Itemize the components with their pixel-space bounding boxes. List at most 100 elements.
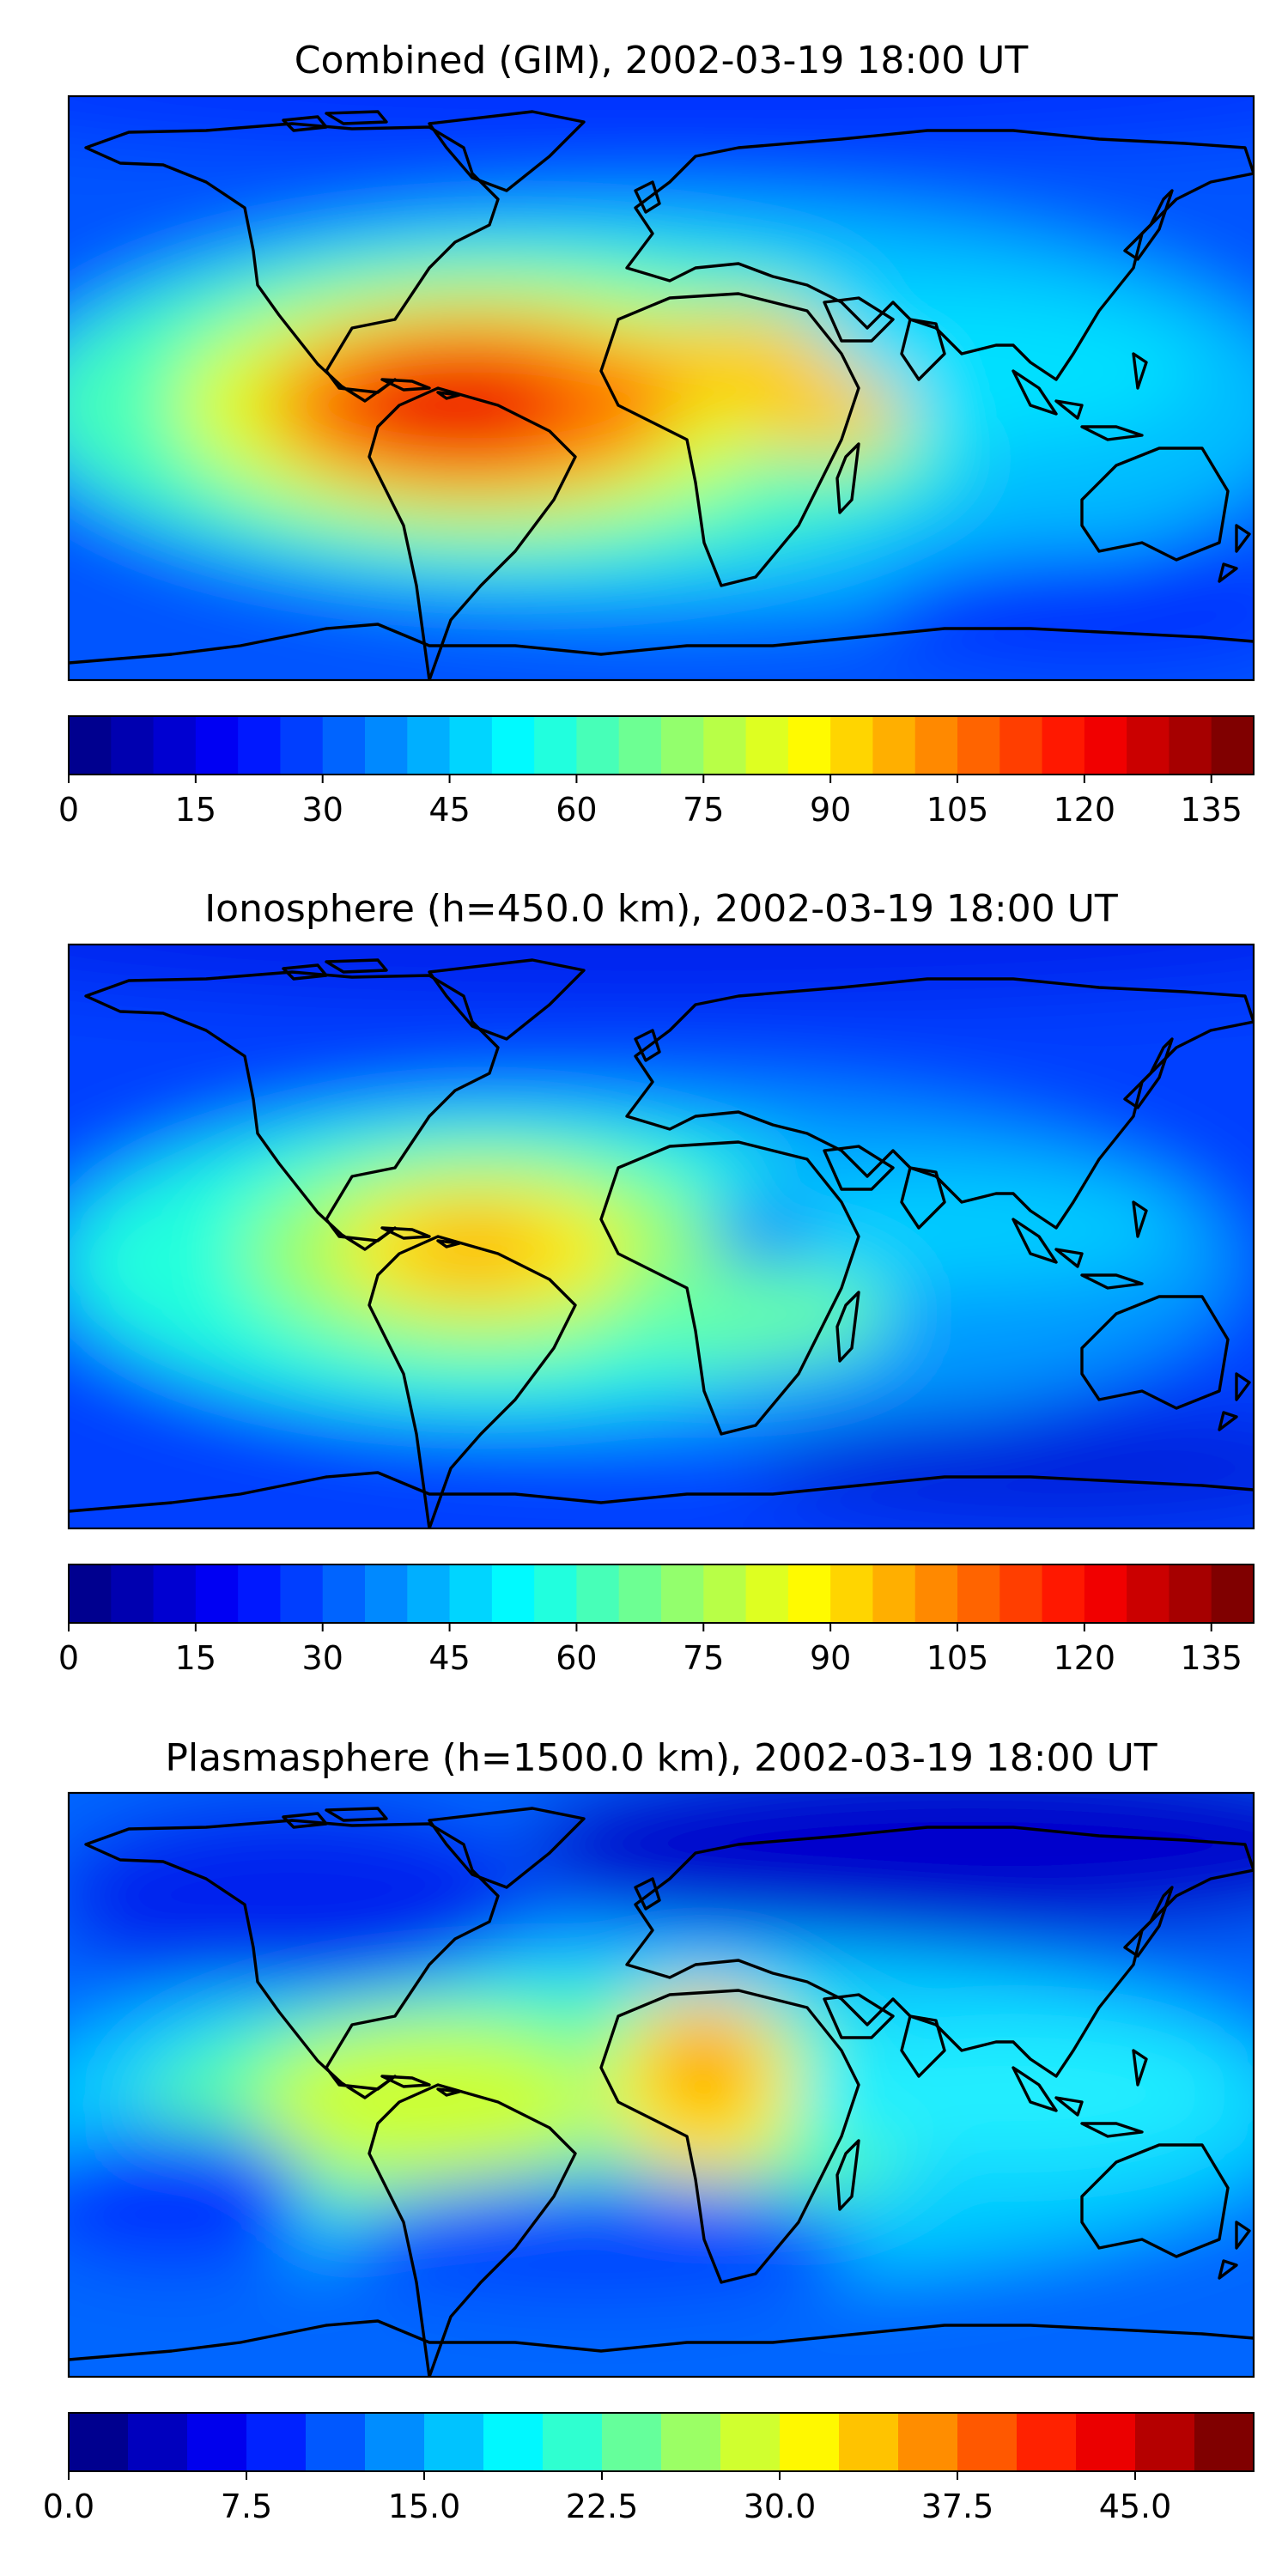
colorbar-segment <box>246 2413 307 2471</box>
colorbar-segment <box>703 1564 747 1623</box>
colorbar-segment <box>661 2413 721 2471</box>
colorbar-segment <box>365 2413 425 2471</box>
colorbar-segment <box>830 716 874 775</box>
colorbar-segment <box>1017 2413 1077 2471</box>
map-frame <box>67 1791 1255 2379</box>
colorbar-segment <box>534 716 578 775</box>
colorbar-segment <box>703 716 747 775</box>
colorbar-segment <box>839 2413 899 2471</box>
colorbar-segment <box>449 1564 493 1623</box>
colorbar-segment <box>407 1564 451 1623</box>
colorbar-segment <box>787 1564 831 1623</box>
colorbar-segment <box>1127 716 1170 775</box>
colorbar-frame <box>68 715 1255 775</box>
colorbar-segment <box>322 1564 366 1623</box>
colorbar-tick-label: 90 <box>810 1639 851 1677</box>
colorbar-segment <box>576 1564 620 1623</box>
colorbar-tick-label: 30.0 <box>744 2488 817 2525</box>
colorbar-segment <box>238 1564 282 1623</box>
colorbar-segment <box>999 716 1043 775</box>
panel-ionosphere <box>67 943 1255 1530</box>
colorbar-tick-label: 105 <box>927 1639 989 1677</box>
colorbar-tick-label: 30 <box>302 791 343 829</box>
colorbar-tick-label: 37.5 <box>921 2488 994 2525</box>
colorbar-segment <box>424 2413 484 2471</box>
colorbar-segment <box>128 2413 188 2471</box>
chart-title-combined: Combined (GIM), 2002-03-19 18:00 UT <box>295 39 1029 82</box>
colorbar-segment <box>322 716 366 775</box>
colorbar-tick-label: 15 <box>175 791 216 829</box>
colorbar-segment <box>1084 716 1127 775</box>
colorbar-segment <box>898 2413 958 2471</box>
colorbar-segment <box>483 2413 544 2471</box>
colorbar-segment <box>914 1564 958 1623</box>
colorbar-segment <box>153 1564 197 1623</box>
colorbar-segment <box>1194 2413 1255 2471</box>
colorbar-segment <box>1169 716 1212 775</box>
colorbar-tick-label: 15 <box>175 1639 216 1677</box>
colorbar-segment <box>111 716 155 775</box>
colorbar-segment <box>187 2413 247 2471</box>
colorbar-segment <box>1169 1564 1212 1623</box>
colorbar-tick-label: 0 <box>58 1639 79 1677</box>
colorbar-tick-label: 120 <box>1054 791 1116 829</box>
colorbar-combined: 0 15 30 45 60 75 90 105 120 135 <box>58 715 1255 829</box>
colorbar-tick-label: 22.5 <box>566 2488 639 2525</box>
colorbar-segment <box>407 716 451 775</box>
colorbar-tick-label: 0.0 <box>43 2488 94 2525</box>
colorbar-segment <box>280 1564 324 1623</box>
colorbar-segment <box>1076 2413 1136 2471</box>
colorbar-segment <box>449 716 493 775</box>
colorbar-segment <box>280 716 324 775</box>
colorbar-segment <box>745 1564 789 1623</box>
colorbar-tick-label: 135 <box>1180 791 1242 829</box>
colorbar-ionosphere: 0 15 30 45 60 75 90 105 120 135 <box>58 1564 1255 1677</box>
colorbar-segment <box>195 716 239 775</box>
colorbar-segment <box>780 2413 840 2471</box>
colorbar-segment <box>1127 1564 1170 1623</box>
chart-title-plasmasphere: Plasmasphere (h=1500.0 km), 2002-03-19 1… <box>165 1736 1157 1780</box>
colorbar-segment <box>306 2413 366 2471</box>
colorbar-segment <box>1084 1564 1127 1623</box>
colorbar-tick-label: 7.5 <box>221 2488 272 2525</box>
colorbar-segment <box>1042 716 1085 775</box>
colorbar-segment <box>830 1564 874 1623</box>
colorbar-segment <box>1042 1564 1085 1623</box>
colorbar-segment <box>618 716 662 775</box>
colorbar-frame <box>68 2412 1255 2472</box>
colorbar-segment <box>1135 2413 1195 2471</box>
colorbar-segment <box>238 716 282 775</box>
colorbar-segment <box>957 1564 1000 1623</box>
colorbar-segment <box>491 716 535 775</box>
colorbar-segment <box>111 1564 155 1623</box>
colorbar-segment <box>872 1564 916 1623</box>
colorbar-segment <box>69 2413 129 2471</box>
colorbar-segment <box>957 2413 1018 2471</box>
map-combined <box>69 96 1254 680</box>
colorbar-segment <box>69 716 112 775</box>
colorbar-segment <box>153 716 197 775</box>
colorbar-tick-label: 45 <box>428 1639 470 1677</box>
colorbar-segment <box>787 716 831 775</box>
map-plasmasphere <box>69 1793 1254 2377</box>
colorbar-tick-label: 75 <box>683 791 724 829</box>
colorbar-segment <box>957 716 1000 775</box>
colorbar-tick-label: 0 <box>58 791 79 829</box>
colorbar-tick-label: 60 <box>556 1639 597 1677</box>
colorbar-tick-label: 15.0 <box>388 2488 461 2525</box>
colorbar-segment <box>618 1564 662 1623</box>
colorbar-segment <box>914 716 958 775</box>
map-ionosphere <box>69 945 1254 1528</box>
colorbar-tick-label: 75 <box>683 1639 724 1677</box>
colorbar-segment <box>69 1564 112 1623</box>
map-frame <box>67 94 1255 682</box>
colorbar-segment <box>999 1564 1043 1623</box>
colorbar-segment <box>872 716 916 775</box>
colorbar-tick-label: 120 <box>1054 1639 1116 1677</box>
colorbar-segment <box>365 1564 408 1623</box>
colorbar-segment <box>1211 1564 1255 1623</box>
colorbar-segment <box>1211 716 1255 775</box>
colorbar-tick-label: 105 <box>927 791 989 829</box>
colorbar-segment <box>661 1564 704 1623</box>
